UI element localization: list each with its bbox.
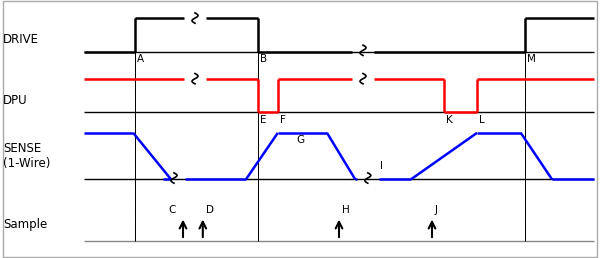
Text: I: I — [380, 161, 383, 171]
Text: A: A — [137, 54, 144, 64]
Text: J: J — [435, 205, 438, 215]
Text: L: L — [479, 115, 485, 125]
Text: SENSE
(1-Wire): SENSE (1-Wire) — [3, 142, 50, 170]
Text: F: F — [280, 115, 286, 125]
Text: K: K — [446, 115, 452, 125]
Text: B: B — [260, 54, 267, 64]
Text: M: M — [527, 54, 536, 64]
Text: DPU: DPU — [3, 94, 28, 107]
Text: G: G — [296, 135, 305, 146]
Text: C: C — [169, 205, 176, 215]
Text: E: E — [260, 115, 266, 125]
Text: H: H — [342, 205, 350, 215]
Text: Sample: Sample — [3, 218, 47, 231]
Text: D: D — [206, 205, 214, 215]
Text: DRIVE: DRIVE — [3, 34, 39, 46]
